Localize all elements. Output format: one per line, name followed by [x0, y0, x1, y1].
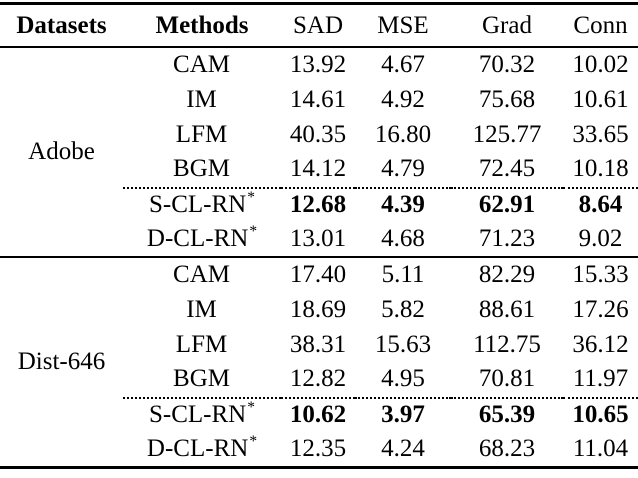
value-cell: 33.65 [572, 120, 629, 148]
bottom-rule [0, 466, 638, 469]
value-cell: 112.75 [473, 330, 541, 358]
method-label: LFM [175, 330, 228, 358]
value-cell: 10.65 [563, 396, 638, 432]
value-cell: 70.81 [478, 365, 536, 393]
method-label: CAM [173, 51, 230, 79]
column-header-sad: SAD [292, 11, 343, 39]
column-header-datasets: Datasets [16, 11, 107, 39]
value-cell: 3.97 [355, 396, 451, 432]
value-cell: 12.35 [289, 434, 347, 462]
method-label: S-CL-RN [149, 400, 247, 428]
method-label: BGM [173, 155, 230, 183]
method-cell: BGM [123, 362, 281, 397]
value-cell: 62.91 [451, 186, 563, 222]
column-header-conn: Conn [573, 11, 628, 39]
value-cell: 38.31 [289, 330, 347, 358]
method-cell: LFM [123, 327, 281, 362]
table-header-row: Datasets Methods SAD MSE Grad Conn [0, 5, 638, 46]
value-cell: 40.35 [289, 120, 347, 148]
value-cell: 11.04 [572, 434, 629, 462]
value-cell: 36.12 [572, 330, 629, 358]
value-cell: 65.39 [451, 396, 563, 432]
value-cell: 4.39 [355, 186, 451, 222]
method-cell: S-CL-RN * [123, 186, 281, 222]
dataset-block-dist646: Dist-646 CAM 17.40 5.11 82.29 15.33 IM 1… [0, 258, 638, 466]
value-cell: 10.02 [572, 51, 629, 79]
method-label: D-CL-RN [146, 434, 249, 462]
method-label: CAM [173, 261, 230, 289]
value-cell: 10.18 [572, 155, 629, 183]
method-cell: LFM [123, 117, 281, 152]
method-label: LFM [175, 120, 228, 148]
value-cell: 11.97 [572, 365, 629, 393]
value-cell: 75.68 [478, 85, 536, 113]
method-cell: BGM [123, 152, 281, 187]
value-cell: 15.33 [572, 261, 629, 289]
value-cell: 4.95 [381, 365, 425, 393]
value-cell: 71.23 [478, 224, 536, 252]
value-cell: 4.67 [381, 51, 425, 79]
value-cell: 72.45 [478, 155, 536, 183]
value-cell: 15.63 [374, 330, 432, 358]
value-cell: 14.12 [289, 155, 347, 183]
value-cell: 4.79 [381, 155, 425, 183]
method-cell: S-CL-RN * [123, 396, 281, 432]
method-label: D-CL-RN [146, 224, 249, 252]
value-cell: 14.61 [289, 85, 347, 113]
method-cell: D-CL-RN * [146, 432, 258, 462]
method-cell: IM [123, 83, 281, 118]
value-cell: 4.68 [381, 224, 425, 252]
block-separator-rule [0, 256, 638, 258]
value-cell: 82.29 [478, 261, 536, 289]
dataset-label-dist646: Dist-646 [17, 348, 106, 375]
value-cell: 12.82 [289, 365, 347, 393]
value-cell: 5.82 [381, 295, 425, 323]
column-header-grad: Grad [482, 11, 532, 39]
method-cell: CAM [123, 258, 281, 293]
value-cell: 5.11 [381, 261, 425, 289]
value-cell: 88.61 [478, 295, 536, 323]
method-label: BGM [173, 365, 230, 393]
value-cell: 125.77 [472, 120, 542, 148]
value-cell: 13.01 [289, 224, 347, 252]
dataset-block-adobe: Adobe CAM 13.92 4.67 70.32 10.02 IM 14.6… [0, 48, 638, 256]
value-cell: 4.24 [381, 434, 425, 462]
value-cell: 8.64 [563, 186, 638, 222]
value-cell: 10.61 [572, 85, 629, 113]
value-cell: 9.02 [578, 224, 623, 252]
column-header-mse: MSE [377, 11, 429, 39]
value-cell: 13.92 [289, 51, 347, 79]
header-separator-rule [0, 46, 638, 48]
value-cell: 12.68 [281, 186, 355, 222]
method-cell: CAM [123, 48, 281, 83]
method-cell: IM [123, 293, 281, 328]
top-rule [0, 2, 638, 5]
value-cell: 70.32 [478, 51, 536, 79]
column-header-methods: Methods [155, 11, 249, 39]
method-cell: D-CL-RN * [146, 222, 258, 252]
method-label: S-CL-RN [149, 190, 247, 218]
method-label: IM [186, 85, 217, 113]
value-cell: 17.26 [572, 295, 629, 323]
value-cell: 16.80 [374, 120, 432, 148]
value-cell: 17.40 [289, 261, 347, 289]
method-label: IM [186, 295, 217, 323]
dataset-label-adobe: Adobe [28, 138, 95, 165]
value-cell: 4.92 [381, 85, 425, 113]
value-cell: 10.62 [281, 396, 355, 432]
value-cell: 18.69 [289, 295, 347, 323]
value-cell: 68.23 [478, 434, 536, 462]
